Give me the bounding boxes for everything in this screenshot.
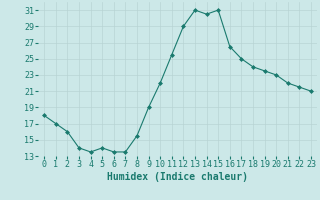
X-axis label: Humidex (Indice chaleur): Humidex (Indice chaleur) xyxy=(107,172,248,182)
